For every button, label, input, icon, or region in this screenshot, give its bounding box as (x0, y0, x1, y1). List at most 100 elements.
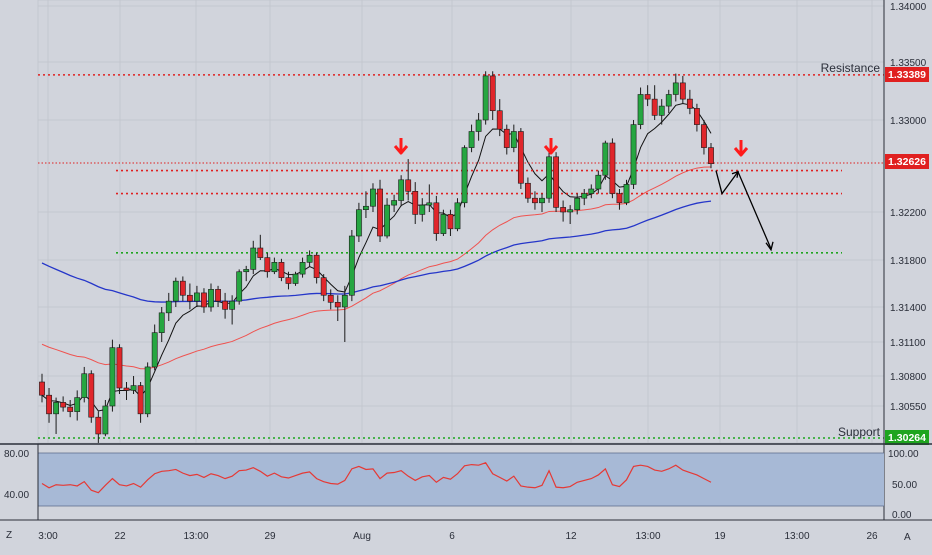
candle (412, 182, 419, 224)
candle (447, 209, 454, 236)
candle (398, 175, 405, 207)
candle (102, 400, 109, 437)
support-badge: 1.30264 (885, 430, 929, 445)
candle (95, 411, 102, 443)
candle (313, 252, 320, 284)
candle (109, 339, 116, 412)
candle (489, 71, 496, 120)
candle (39, 373, 45, 403)
time-tick-label: 26 (866, 531, 878, 542)
candle (694, 103, 700, 132)
rsi-left-tick-80: 80.00 (4, 449, 29, 460)
candle (250, 240, 257, 275)
time-tick-label: 12 (565, 531, 577, 542)
corner-z-label[interactable]: Z (6, 530, 12, 541)
candle (384, 198, 390, 239)
candle (708, 143, 714, 169)
candle (292, 271, 299, 286)
candle (46, 388, 52, 423)
candle (320, 274, 327, 302)
price-tick-label: 1.30550 (890, 402, 927, 413)
candle (595, 170, 602, 194)
candle (334, 295, 341, 321)
candle (130, 376, 137, 394)
candle (306, 250, 313, 268)
support-label: Support (838, 425, 881, 439)
ema-mid-line (41, 166, 712, 370)
price-panel[interactable]: Resistance Support (37, 0, 885, 444)
rsi-tick-0: 0.00 (892, 510, 912, 521)
ema-long-line (41, 200, 712, 303)
time-tick-label: Aug (353, 531, 371, 542)
candle (468, 124, 475, 153)
candle (574, 193, 581, 215)
candle (67, 400, 74, 418)
candle (539, 193, 545, 212)
candle (278, 258, 285, 282)
candle (257, 234, 264, 260)
candle (179, 276, 186, 302)
candle (644, 85, 651, 107)
candle (419, 198, 426, 222)
candle (532, 191, 538, 210)
candle (348, 230, 355, 302)
candle (229, 295, 236, 325)
candle (679, 75, 686, 104)
candle (630, 120, 637, 189)
time-tick-label: 6 (449, 531, 455, 542)
price-axis[interactable]: 1.34000 1.33500 1.33000 1.32200 1.31800 1.314… (883, 0, 929, 520)
time-tick-label: 22 (114, 531, 126, 542)
time-tick-label: 13:00 (635, 531, 660, 542)
candle (672, 73, 679, 102)
candle (475, 113, 482, 141)
candle (658, 99, 665, 125)
candlesticks (39, 71, 714, 443)
candle (616, 189, 623, 210)
annotations (393, 138, 774, 252)
corner-a-label[interactable]: A (904, 532, 911, 543)
price-tick-label: 1.33500 (890, 58, 927, 69)
candle (370, 183, 376, 212)
candle (53, 397, 59, 434)
rsi-left-tick-40: 40.00 (4, 490, 29, 501)
resistance-label: Resistance (821, 61, 881, 75)
candle (377, 179, 383, 242)
resistance-badge-text: 1.33389 (888, 69, 926, 81)
candle (637, 87, 644, 130)
price-tick-label: 1.31800 (890, 256, 927, 267)
support-badge-text: 1.30264 (888, 432, 926, 444)
candle (546, 152, 552, 203)
candle (581, 189, 588, 206)
price-tick-label: 1.30800 (890, 372, 927, 383)
candle (341, 285, 348, 342)
candle (426, 184, 433, 212)
candle (208, 283, 214, 312)
candle (609, 138, 616, 199)
candle (236, 269, 243, 305)
time-tick-label: 19 (714, 531, 726, 542)
price-tick-label: 1.31400 (890, 303, 927, 314)
candle (525, 177, 531, 203)
candle (144, 362, 151, 418)
rsi-tick-50: 50.00 (892, 480, 917, 491)
candle (186, 283, 193, 310)
candle (517, 128, 524, 189)
candle (560, 200, 567, 222)
resistance-badge: 1.33389 (885, 67, 929, 82)
candle (81, 366, 88, 403)
down-arrow-icon (393, 138, 409, 155)
candle (454, 198, 461, 232)
time-tick-label: 13:00 (183, 531, 208, 542)
candle (363, 191, 369, 218)
rsi-tick-100: 100.00 (888, 449, 919, 460)
time-axis[interactable]: 3:00 22 13:00 29 Aug 6 12 13:00 19 13:00 26 Z A (0, 519, 932, 543)
candle (158, 307, 165, 342)
candle (60, 396, 67, 412)
candle (137, 382, 144, 423)
candle (461, 145, 468, 208)
rsi-panel[interactable]: 100.00 50.00 0.00 80.00 40.00 (0, 443, 932, 521)
candle (503, 124, 510, 155)
time-tick-label: 13:00 (784, 531, 809, 542)
